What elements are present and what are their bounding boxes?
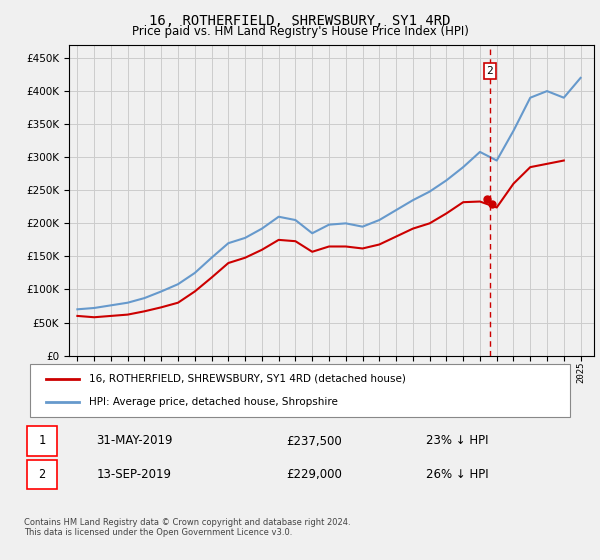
Text: £237,500: £237,500	[286, 435, 342, 447]
Text: 26% ↓ HPI: 26% ↓ HPI	[426, 468, 488, 481]
FancyBboxPatch shape	[27, 460, 58, 489]
Text: 13-SEP-2019: 13-SEP-2019	[97, 468, 172, 481]
Text: 2: 2	[38, 468, 46, 481]
FancyBboxPatch shape	[30, 364, 570, 417]
Text: HPI: Average price, detached house, Shropshire: HPI: Average price, detached house, Shro…	[89, 397, 338, 407]
Text: 1: 1	[38, 435, 46, 447]
FancyBboxPatch shape	[27, 426, 58, 456]
Text: Contains HM Land Registry data © Crown copyright and database right 2024.
This d: Contains HM Land Registry data © Crown c…	[24, 518, 350, 538]
Text: 23% ↓ HPI: 23% ↓ HPI	[426, 435, 488, 447]
Text: Price paid vs. HM Land Registry's House Price Index (HPI): Price paid vs. HM Land Registry's House …	[131, 25, 469, 38]
Text: 31-MAY-2019: 31-MAY-2019	[97, 435, 173, 447]
Text: 16, ROTHERFIELD, SHREWSBURY, SY1 4RD: 16, ROTHERFIELD, SHREWSBURY, SY1 4RD	[149, 14, 451, 28]
Text: £229,000: £229,000	[286, 468, 342, 481]
Text: 2: 2	[486, 66, 493, 76]
Text: 16, ROTHERFIELD, SHREWSBURY, SY1 4RD (detached house): 16, ROTHERFIELD, SHREWSBURY, SY1 4RD (de…	[89, 374, 406, 384]
